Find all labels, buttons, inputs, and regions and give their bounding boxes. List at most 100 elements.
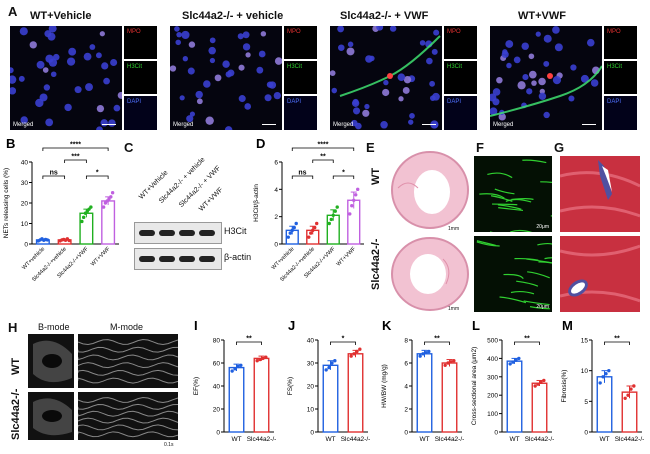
x-tick-label: WT [509, 436, 519, 443]
y-tick-label: 0 [24, 242, 28, 249]
dapi-label: DAPI [447, 99, 462, 105]
h3cit-label: H3Cit [447, 64, 463, 70]
panel-label-g: G [554, 140, 565, 155]
condition-title: WT+VWF [518, 10, 566, 22]
y-tick-label: 2 [404, 407, 408, 414]
y-tick-label: 30 [307, 361, 315, 368]
x-tick-label: WT [325, 436, 335, 443]
data-point [358, 347, 362, 351]
y-axis-label: Fibrosis(%) [561, 370, 568, 403]
scale-bar [262, 124, 276, 125]
significance-marker: ** [524, 336, 530, 343]
data-point [349, 354, 353, 358]
data-point [542, 378, 546, 383]
data-point [632, 384, 636, 388]
scale-bar [582, 124, 596, 125]
data-point [623, 396, 627, 400]
y-tick-label: 4 [274, 187, 278, 194]
significance-marker: ** [434, 336, 440, 343]
data-point [327, 221, 331, 226]
data-point [258, 357, 262, 362]
y-tick-label: 40 [307, 338, 315, 345]
data-point [292, 225, 296, 230]
significance-marker: ns [50, 170, 58, 177]
y-tick-label: 300 [487, 374, 498, 381]
lane-label: Slc44a2-/- + vehicle [158, 156, 207, 205]
panel-label: L [472, 318, 480, 333]
significance-marker: **** [318, 142, 329, 149]
y-tick-label: 10 [581, 368, 589, 375]
data-point [604, 372, 608, 376]
mpo-channel: MPO [124, 26, 157, 59]
y-tick-label: 0 [584, 430, 588, 437]
significance-bracket [514, 341, 540, 345]
chart-d: D0246H3Cit/β-actinWT+vehicleSlc44a2-/-+v… [253, 136, 364, 283]
data-point [348, 212, 352, 216]
merged-label: Merged [13, 122, 34, 128]
data-point [514, 358, 518, 362]
y-axis-label: H3Cit/β-actin [253, 184, 260, 222]
data-point [81, 215, 86, 220]
data-point [452, 359, 456, 363]
bar [322, 364, 339, 433]
data-point [101, 205, 106, 209]
y-tick-label: 0 [494, 430, 498, 437]
masson-image-ko [560, 236, 640, 312]
panel-label: D [256, 136, 265, 151]
y-tick-label: 6 [404, 361, 408, 368]
y-tick-label: 40 [21, 160, 29, 167]
significance-marker: * [96, 170, 99, 177]
data-point [261, 356, 265, 361]
x-tick-label: WT [599, 436, 609, 443]
panel-label-f: F [476, 140, 484, 155]
data-point [315, 221, 319, 226]
data-point [288, 231, 292, 235]
data-point [331, 213, 335, 217]
data-point [424, 350, 428, 355]
data-point [626, 393, 630, 397]
data-point [330, 361, 334, 365]
data-point [511, 360, 515, 364]
y-tick-label: 400 [487, 356, 498, 363]
significance-bracket [291, 175, 314, 179]
data-point [45, 238, 50, 242]
bar [416, 353, 433, 433]
h3cit-label: H3Cit [607, 64, 623, 70]
panel-label: B [6, 136, 15, 151]
significance-marker: ** [320, 154, 326, 161]
scale-label: 0.1s [164, 442, 174, 448]
y-tick-label: 500 [487, 338, 498, 345]
data-point [601, 375, 605, 379]
bar [506, 360, 523, 433]
y-tick-label: 80 [213, 338, 221, 345]
panel-label: M [562, 318, 573, 333]
h3cit-channel: H3Cit [444, 61, 477, 94]
data-point [286, 235, 290, 239]
merged-image: Merged [330, 26, 442, 130]
panel-label: J [288, 318, 295, 333]
row-label: Slc44a2-/- [10, 388, 22, 440]
blot-beta-actin [134, 248, 222, 270]
scale-label: 1mm [448, 306, 460, 312]
y-tick-label: 20 [307, 384, 315, 391]
dapi-channel: DAPI [444, 96, 477, 130]
y-axis-label: FS(%) [287, 377, 294, 395]
mode-label: M-mode [110, 322, 144, 332]
significance-bracket [330, 341, 356, 345]
data-point [239, 363, 243, 367]
scale-label: 20μm [536, 224, 549, 230]
mpo-label: MPO [447, 29, 461, 35]
panel-label: I [194, 318, 198, 333]
dapi-label: DAPI [607, 99, 622, 105]
blot-label: β-actin [224, 252, 252, 262]
y-tick-label: 15 [581, 338, 589, 345]
row-label: WT [370, 167, 382, 185]
bar [441, 362, 458, 433]
data-point [309, 231, 313, 235]
y-tick-label: 0 [404, 430, 408, 437]
significance-marker: *** [71, 154, 79, 161]
he-section-ko [391, 237, 469, 311]
data-point [427, 349, 431, 354]
row-label: Slc44a2-/- [370, 238, 382, 290]
